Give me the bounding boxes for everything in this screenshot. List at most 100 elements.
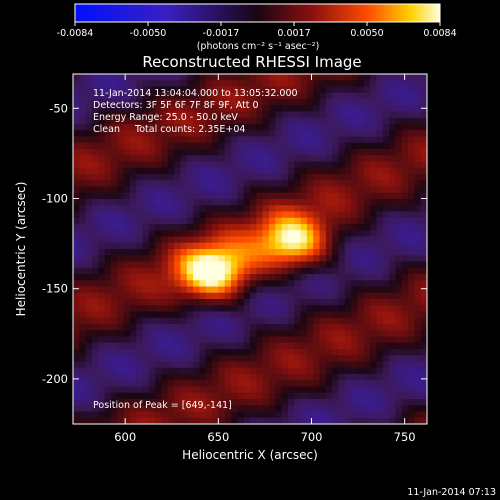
heatmap-cell bbox=[319, 330, 327, 338]
heatmap-cell bbox=[161, 192, 169, 200]
heatmap-cell bbox=[205, 392, 213, 400]
heatmap-cell bbox=[110, 267, 118, 275]
heatmap-cell bbox=[389, 199, 396, 206]
heatmap-cell bbox=[313, 386, 321, 394]
heatmap-cell bbox=[98, 205, 106, 213]
heatmap-cell bbox=[376, 336, 384, 344]
heatmap-cell bbox=[306, 324, 314, 331]
heatmap-cell bbox=[294, 317, 302, 325]
heatmap-cell bbox=[275, 117, 283, 125]
heatmap-cell bbox=[98, 211, 106, 219]
heatmap-cell bbox=[313, 155, 321, 163]
heatmap-cell bbox=[129, 142, 137, 150]
heatmap-cell bbox=[180, 224, 188, 231]
heatmap-cell bbox=[389, 367, 396, 375]
heatmap-cell bbox=[382, 236, 390, 244]
heatmap-cell bbox=[243, 167, 251, 175]
heatmap-cell bbox=[408, 111, 415, 119]
heatmap-cell bbox=[306, 224, 314, 231]
heatmap-cell bbox=[98, 161, 106, 169]
heatmap-cell bbox=[136, 267, 144, 275]
heatmap-cell bbox=[110, 299, 118, 306]
heatmap-cell bbox=[376, 105, 384, 113]
heatmap-cell bbox=[73, 280, 80, 288]
heatmap-cell bbox=[332, 242, 340, 250]
heatmap-cell bbox=[148, 405, 156, 413]
heatmap-cell bbox=[294, 380, 302, 388]
heatmap-cell bbox=[243, 230, 251, 238]
heatmap-cell bbox=[142, 392, 150, 400]
heatmap-cell bbox=[281, 74, 289, 81]
heatmap-cell bbox=[243, 374, 251, 381]
heatmap-cell bbox=[167, 392, 175, 400]
heatmap-cell bbox=[313, 261, 321, 269]
heatmap-cell bbox=[224, 392, 232, 400]
x-axis-label: Heliocentric X (arcsec) bbox=[182, 448, 318, 462]
heatmap-cell bbox=[85, 99, 93, 106]
heatmap-cell bbox=[389, 205, 396, 213]
heatmap-cell bbox=[376, 205, 384, 213]
heatmap-cell bbox=[414, 386, 422, 394]
heatmap-cell bbox=[91, 211, 99, 219]
heatmap-cell bbox=[363, 217, 371, 225]
heatmap-cell bbox=[389, 274, 396, 281]
heatmap-cell bbox=[268, 86, 276, 94]
heatmap-cell bbox=[344, 99, 352, 106]
heatmap-cell bbox=[79, 380, 87, 388]
heatmap-cell bbox=[174, 417, 182, 424]
heatmap-cell bbox=[129, 311, 137, 319]
heatmap-cell bbox=[357, 130, 365, 138]
heatmap-cell bbox=[306, 349, 314, 356]
heatmap-cell bbox=[73, 292, 80, 300]
heatmap-cell bbox=[376, 330, 384, 338]
heatmap-cell bbox=[73, 74, 80, 81]
colorbar-tick-label: -0.0017 bbox=[203, 28, 240, 39]
peak-position-text: Position of Peak = [649,-141] bbox=[93, 400, 232, 411]
heatmap-cell bbox=[408, 86, 415, 94]
heatmap-cell bbox=[237, 124, 245, 131]
heatmap-cell bbox=[313, 349, 321, 356]
heatmap-cell bbox=[129, 317, 137, 325]
heatmap-cell bbox=[231, 417, 238, 424]
heatmap-cell bbox=[180, 74, 188, 81]
heatmap-cell bbox=[319, 361, 327, 369]
heatmap-cell bbox=[224, 99, 232, 106]
heatmap-cell bbox=[243, 255, 251, 263]
heatmap-cell bbox=[237, 236, 245, 244]
heatmap-cell bbox=[357, 217, 365, 225]
heatmap-cell bbox=[401, 155, 409, 163]
heatmap-cell bbox=[408, 211, 415, 219]
heatmap-cell bbox=[155, 380, 163, 388]
heatmap-cell bbox=[98, 124, 106, 131]
heatmap-cell bbox=[376, 274, 384, 281]
heatmap-cell bbox=[123, 336, 131, 344]
heatmap-cell bbox=[332, 111, 340, 119]
heatmap-cell bbox=[186, 405, 194, 413]
heatmap-cell bbox=[325, 367, 333, 375]
heatmap-cell bbox=[363, 349, 371, 356]
heatmap-cell bbox=[161, 361, 169, 369]
heatmap-cell bbox=[129, 92, 137, 100]
heatmap-cell bbox=[205, 105, 213, 113]
heatmap-cell bbox=[186, 205, 194, 213]
heatmap-cell bbox=[237, 255, 245, 263]
heatmap-cell bbox=[199, 255, 207, 263]
heatmap-cell bbox=[212, 299, 219, 306]
heatmap-cell bbox=[224, 236, 232, 244]
heatmap-cell bbox=[344, 311, 352, 319]
heatmap-cell bbox=[332, 311, 340, 319]
heatmap-cell bbox=[123, 299, 131, 306]
heatmap-cell bbox=[351, 124, 359, 131]
heatmap-cell bbox=[300, 242, 308, 250]
heatmap-cell bbox=[237, 92, 245, 100]
heatmap-cell bbox=[129, 411, 137, 419]
heatmap-cell bbox=[313, 117, 321, 125]
heatmap-cell bbox=[332, 367, 340, 375]
heatmap-cell bbox=[110, 242, 118, 250]
heatmap-cell bbox=[408, 367, 415, 375]
heatmap-cell bbox=[129, 380, 137, 388]
heatmap-cell bbox=[117, 299, 125, 306]
heatmap-cell bbox=[420, 236, 427, 244]
heatmap-cell bbox=[414, 224, 422, 231]
heatmap-cell bbox=[161, 336, 169, 344]
